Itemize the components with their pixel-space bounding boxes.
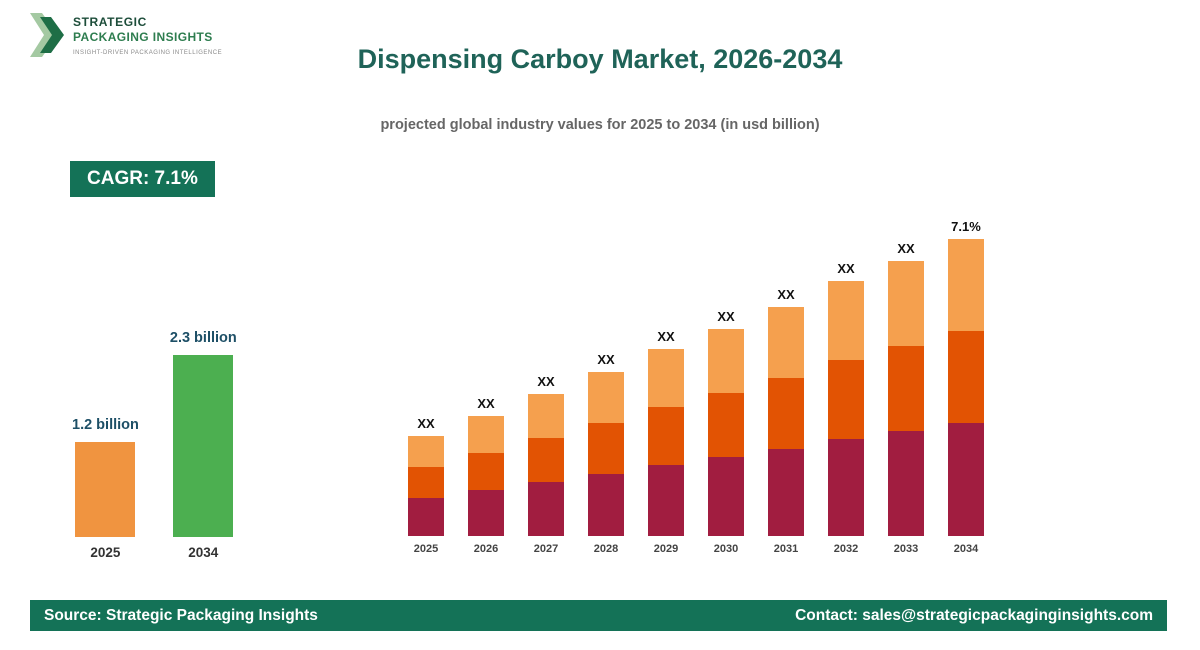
stacked-bar-group: XX 2033 (888, 241, 924, 555)
segment-middle (588, 423, 624, 474)
bar-data-label: XX (597, 352, 615, 367)
segment-middle (648, 407, 684, 465)
segment-bottom (588, 474, 624, 536)
bar-data-label: XX (417, 416, 435, 431)
stacked-bar-group: XX 2030 (708, 309, 744, 555)
segment-top (948, 239, 984, 331)
bar-data-label: XX (537, 374, 555, 389)
segment-top (648, 349, 684, 407)
year-label: 2025 (90, 545, 121, 560)
year-label: 2028 (593, 543, 619, 555)
summary-bar (173, 355, 234, 537)
year-label: 2031 (773, 543, 799, 555)
footer-source-text: Source: Strategic Packaging Insights (44, 606, 318, 624)
logo-line-2: PACKAGING INSIGHTS (73, 30, 213, 44)
segment-middle (768, 378, 804, 449)
page-title: Dispensing Carboy Market, 2026-2034 (357, 44, 843, 74)
logo-chevron-icon (30, 13, 64, 57)
yearly-projection-chart: XX 2025 XX 2026 XX 2027 XX 2028 XX 2029 XX 2030 XX 20… (408, 219, 984, 555)
footer-contact-text: Contact: sales@strategicpackaginginsight… (795, 606, 1153, 624)
segment-bottom (468, 490, 504, 536)
page-subtitle: projected global industry values for 202… (380, 117, 820, 133)
footer-bar: Source: Strategic Packaging Insights Con… (30, 600, 1167, 631)
segment-bottom (528, 482, 564, 536)
year-label: 2025 (413, 543, 439, 555)
stacked-bar-group: XX 2031 (768, 287, 804, 555)
segment-top (588, 372, 624, 423)
stacked-bar-group: XX 2026 (468, 396, 504, 555)
segment-bottom (828, 439, 864, 536)
segment-top (888, 261, 924, 346)
segment-top (468, 416, 504, 453)
logo: STRATEGIC PACKAGING INSIGHTS INSIGHT-DRI… (30, 13, 222, 57)
segment-bottom (888, 431, 924, 536)
segment-bottom (408, 498, 444, 536)
bar-value-label: 2.3 billion (169, 330, 237, 346)
bar-data-label: XX (897, 241, 915, 256)
stacked-bar-group: XX 2027 (528, 374, 564, 555)
year-label: 2034 (953, 543, 979, 555)
summary-bar (75, 442, 136, 537)
bar-data-label: XX (657, 329, 675, 344)
segment-top (768, 307, 804, 378)
logo-line-1: STRATEGIC (73, 15, 147, 29)
summary-bar-group: 2.3 billion 2034 (170, 330, 237, 563)
year-label: 2029 (653, 543, 679, 555)
segment-top (408, 436, 444, 467)
segment-top (828, 281, 864, 360)
stacked-bar-group: XX 2028 (588, 352, 624, 555)
segment-middle (408, 467, 444, 498)
year-label: 2032 (833, 543, 859, 555)
segment-middle (528, 438, 564, 482)
bar-value-label: 1.2 billion (72, 417, 139, 433)
bar-data-label: 7.1% (951, 219, 981, 234)
segment-bottom (708, 457, 744, 536)
year-label: 2030 (713, 543, 739, 555)
segment-bottom (648, 465, 684, 536)
bar-data-label: XX (837, 261, 855, 276)
summary-growth-chart: 1.2 billion 2025 2.3 billion 2034 (72, 330, 237, 563)
cagr-badge: CAGR: 7.1% (70, 161, 215, 197)
segment-middle (708, 393, 744, 457)
segment-bottom (768, 449, 804, 536)
logo-tagline: INSIGHT-DRIVEN PACKAGING INTELLIGENCE (73, 50, 223, 56)
summary-bar-group: 1.2 billion 2025 (72, 417, 139, 563)
year-label: 2033 (893, 543, 919, 555)
segment-middle (948, 331, 984, 423)
bar-data-label: XX (477, 396, 495, 411)
stacked-bar-group: XX 2029 (648, 329, 684, 555)
year-label: 2034 (188, 545, 219, 560)
segment-middle (888, 346, 924, 431)
bar-data-label: XX (717, 309, 735, 324)
bar-data-label: XX (777, 287, 795, 302)
year-label: 2026 (473, 543, 499, 555)
segment-middle (468, 453, 504, 490)
segment-top (708, 329, 744, 393)
logo-text: STRATEGIC PACKAGING INSIGHTS INSIGHT-DRI… (73, 13, 222, 56)
stacked-bar-group: XX 2025 (408, 416, 444, 555)
stacked-bar-group: XX 2032 (828, 261, 864, 555)
year-label: 2027 (533, 543, 559, 555)
segment-bottom (948, 423, 984, 536)
stacked-bar-group: 7.1% 2034 (948, 219, 984, 555)
segment-middle (828, 360, 864, 439)
segment-top (528, 394, 564, 438)
